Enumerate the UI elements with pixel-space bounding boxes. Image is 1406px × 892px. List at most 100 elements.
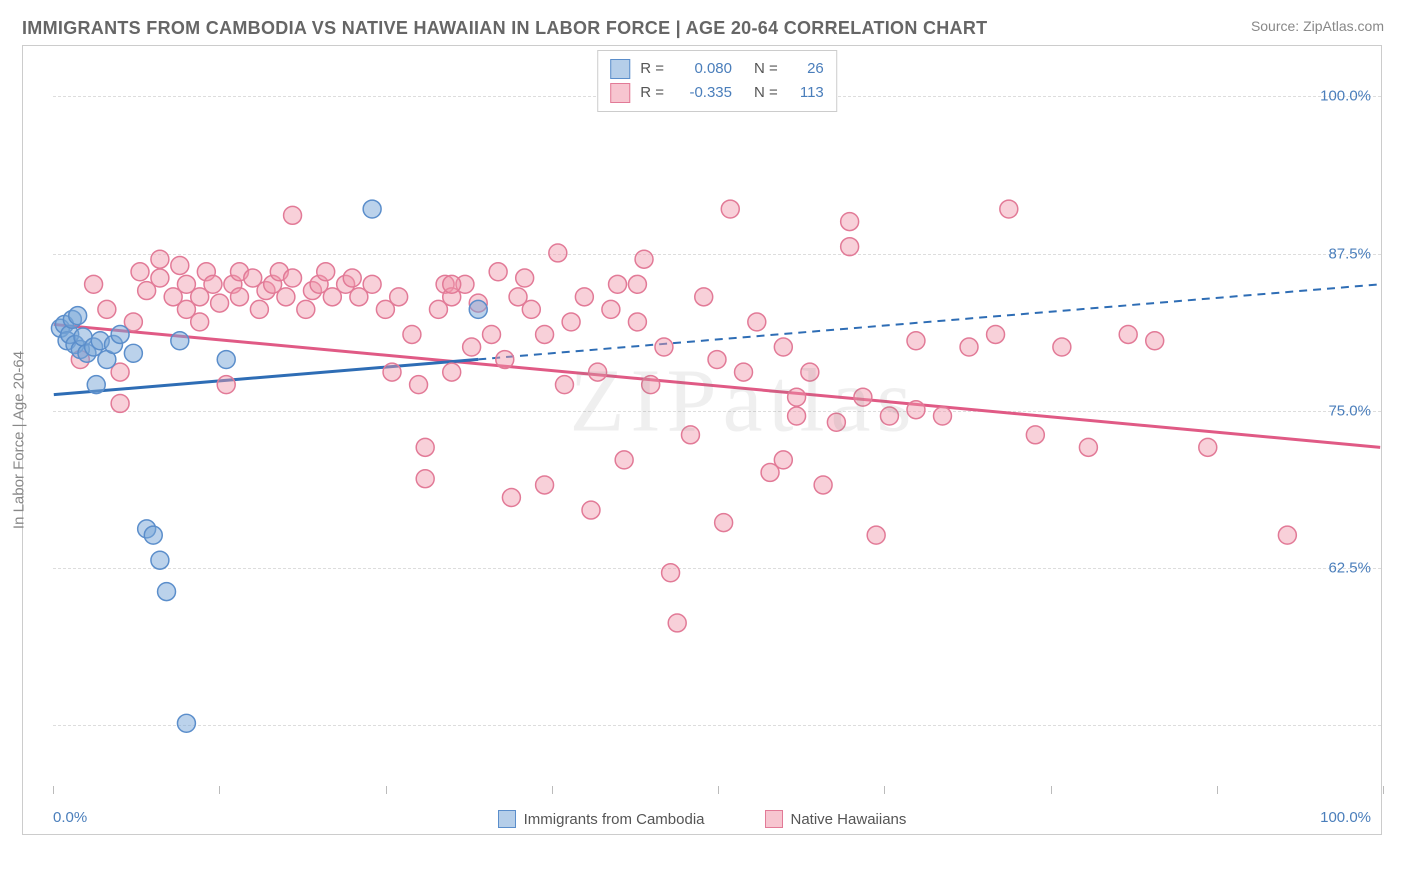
scatter-point-pink — [211, 294, 229, 312]
scatter-point-pink — [655, 338, 673, 356]
scatter-point-pink — [708, 351, 726, 369]
scatter-point-pink — [1146, 332, 1164, 350]
n-value-blue: 26 — [788, 57, 824, 81]
scatter-point-pink — [602, 300, 620, 318]
scatter-point-blue — [144, 526, 162, 544]
scatter-point-pink — [277, 288, 295, 306]
scatter-point-pink — [231, 288, 249, 306]
n-label: N = — [754, 81, 778, 105]
y-tick-label: 87.5% — [1328, 245, 1371, 262]
scatter-point-pink — [635, 250, 653, 268]
n-value-pink: 113 — [788, 81, 824, 105]
scatter-point-pink — [642, 376, 660, 394]
scatter-point-pink — [297, 300, 315, 318]
scatter-point-pink — [410, 376, 428, 394]
scatter-point-pink — [934, 407, 952, 425]
scatter-point-pink — [463, 338, 481, 356]
scatter-point-pink — [880, 407, 898, 425]
scatter-point-pink — [609, 275, 627, 293]
scatter-point-pink — [668, 614, 686, 632]
scatter-point-pink — [1000, 200, 1018, 218]
scatter-point-pink — [721, 200, 739, 218]
scatter-point-pink — [204, 275, 222, 293]
scatter-point-pink — [907, 401, 925, 419]
x-tick-mark — [53, 786, 54, 794]
scatter-point-pink — [416, 438, 434, 456]
scatter-point-pink — [131, 263, 149, 281]
scatter-point-blue — [158, 583, 176, 601]
scatter-point-pink — [443, 363, 461, 381]
scatter-point-pink — [516, 269, 534, 287]
source-label: Source: ZipAtlas.com — [1251, 18, 1384, 34]
y-tick-label: 62.5% — [1328, 559, 1371, 576]
scatter-point-pink — [1026, 426, 1044, 444]
scatter-point-blue — [217, 351, 235, 369]
scatter-point-pink — [536, 476, 554, 494]
chart-title: IMMIGRANTS FROM CAMBODIA VS NATIVE HAWAI… — [22, 18, 987, 39]
r-label: R = — [640, 57, 664, 81]
scatter-point-pink — [1278, 526, 1296, 544]
scatter-point-blue — [87, 376, 105, 394]
legend-swatch-pink-icon — [765, 810, 783, 828]
scatter-point-pink — [536, 325, 554, 343]
correlation-box: R = 0.080 N = 26 R = -0.335 N = 113 — [597, 50, 837, 112]
scatter-point-pink — [774, 451, 792, 469]
scatter-point-blue — [69, 307, 87, 325]
scatter-point-pink — [217, 376, 235, 394]
scatter-point-pink — [363, 275, 381, 293]
scatter-point-pink — [715, 514, 733, 532]
scatter-point-pink — [496, 351, 514, 369]
legend-item-pink: Native Hawaiians — [765, 810, 907, 828]
scatter-point-pink — [151, 269, 169, 287]
scatter-point-pink — [416, 470, 434, 488]
scatter-point-pink — [489, 263, 507, 281]
scatter-point-blue — [124, 344, 142, 362]
x-tick-mark — [884, 786, 885, 794]
scatter-point-pink — [390, 288, 408, 306]
corr-row-blue: R = 0.080 N = 26 — [610, 57, 824, 81]
scatter-point-pink — [1079, 438, 1097, 456]
scatter-point-blue — [171, 332, 189, 350]
trend-line-pink — [54, 324, 1380, 447]
legend-swatch-blue-icon — [610, 59, 630, 79]
scatter-point-pink — [615, 451, 633, 469]
scatter-point-pink — [867, 526, 885, 544]
scatter-point-pink — [555, 376, 573, 394]
x-tick-mark — [1051, 786, 1052, 794]
scatter-point-pink — [562, 313, 580, 331]
scatter-point-pink — [801, 363, 819, 381]
scatter-point-blue — [177, 714, 195, 732]
scatter-point-blue — [151, 551, 169, 569]
scatter-point-pink — [788, 407, 806, 425]
scatter-point-pink — [628, 275, 646, 293]
scatter-point-pink — [1199, 438, 1217, 456]
scatter-point-pink — [443, 275, 461, 293]
scatter-point-pink — [522, 300, 540, 318]
scatter-point-pink — [841, 238, 859, 256]
scatter-point-pink — [681, 426, 699, 444]
plot-svg — [53, 46, 1381, 786]
scatter-point-pink — [383, 363, 401, 381]
scatter-point-pink — [250, 300, 268, 318]
scatter-point-pink — [662, 564, 680, 582]
r-value-blue: 0.080 — [674, 57, 732, 81]
scatter-point-pink — [589, 363, 607, 381]
legend-swatch-pink-icon — [610, 83, 630, 103]
x-tick-mark — [718, 786, 719, 794]
scatter-point-pink — [960, 338, 978, 356]
legend-swatch-blue-icon — [498, 810, 516, 828]
scatter-point-pink — [582, 501, 600, 519]
scatter-point-pink — [151, 250, 169, 268]
scatter-point-pink — [575, 288, 593, 306]
scatter-point-pink — [284, 269, 302, 287]
r-value-pink: -0.335 — [674, 81, 732, 105]
y-tick-label: 100.0% — [1320, 88, 1371, 105]
scatter-point-pink — [317, 263, 335, 281]
scatter-point-blue — [363, 200, 381, 218]
plot-area: ZIPatlas R = 0.080 N = 26 R = -0.335 N =… — [53, 46, 1381, 786]
scatter-point-pink — [735, 363, 753, 381]
scatter-point-pink — [695, 288, 713, 306]
scatter-point-pink — [403, 325, 421, 343]
legend-label-pink: Native Hawaiians — [791, 811, 907, 828]
r-label: R = — [640, 81, 664, 105]
